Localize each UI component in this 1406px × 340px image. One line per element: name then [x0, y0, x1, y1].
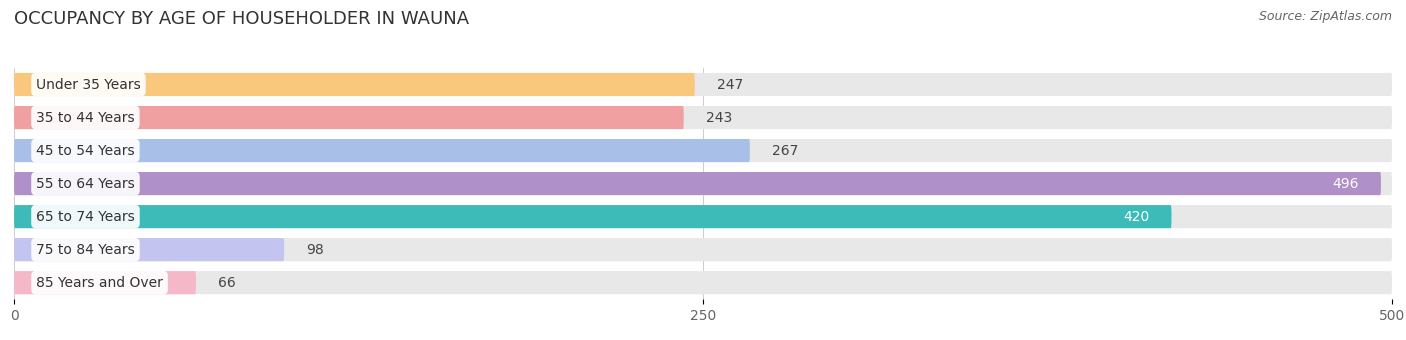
FancyBboxPatch shape: [14, 205, 1171, 228]
Text: 496: 496: [1333, 176, 1358, 191]
FancyBboxPatch shape: [14, 238, 284, 261]
Text: 55 to 64 Years: 55 to 64 Years: [37, 176, 135, 191]
Text: Source: ZipAtlas.com: Source: ZipAtlas.com: [1258, 10, 1392, 23]
FancyBboxPatch shape: [14, 106, 683, 129]
Text: Under 35 Years: Under 35 Years: [37, 78, 141, 91]
FancyBboxPatch shape: [14, 238, 1392, 261]
FancyBboxPatch shape: [14, 271, 195, 294]
Text: 35 to 44 Years: 35 to 44 Years: [37, 110, 135, 124]
FancyBboxPatch shape: [14, 205, 1392, 228]
Text: 267: 267: [772, 143, 799, 157]
FancyBboxPatch shape: [14, 172, 1381, 195]
FancyBboxPatch shape: [14, 139, 1392, 162]
Text: 98: 98: [307, 243, 323, 257]
Text: 45 to 54 Years: 45 to 54 Years: [37, 143, 135, 157]
Text: 243: 243: [706, 110, 733, 124]
FancyBboxPatch shape: [14, 73, 1392, 96]
Text: 65 to 74 Years: 65 to 74 Years: [37, 210, 135, 224]
FancyBboxPatch shape: [14, 106, 1392, 129]
Text: 75 to 84 Years: 75 to 84 Years: [37, 243, 135, 257]
Text: 66: 66: [218, 276, 236, 290]
Text: 85 Years and Over: 85 Years and Over: [37, 276, 163, 290]
Text: OCCUPANCY BY AGE OF HOUSEHOLDER IN WAUNA: OCCUPANCY BY AGE OF HOUSEHOLDER IN WAUNA: [14, 10, 470, 28]
FancyBboxPatch shape: [14, 271, 1392, 294]
FancyBboxPatch shape: [14, 139, 749, 162]
FancyBboxPatch shape: [14, 172, 1392, 195]
Text: 420: 420: [1123, 210, 1150, 224]
FancyBboxPatch shape: [14, 73, 695, 96]
Text: 247: 247: [717, 78, 742, 91]
